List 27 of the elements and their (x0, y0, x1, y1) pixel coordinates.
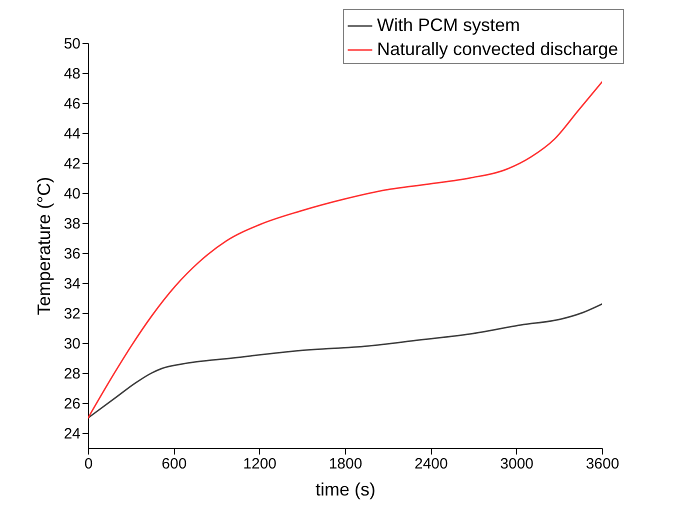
y-tick-label: 44 (64, 126, 80, 142)
y-tick-label: 38 (64, 216, 80, 232)
y-tick-label: 26 (64, 396, 80, 412)
x-tick-label: 0 (84, 456, 93, 472)
y-tick-label: 50 (64, 36, 80, 52)
y-tick-label: 48 (64, 66, 80, 82)
y-tick-label: 32 (64, 306, 80, 322)
x-tick-label: 600 (162, 456, 187, 472)
x-tick-label: 1200 (243, 456, 277, 472)
y-tick-label: 36 (64, 246, 80, 262)
y-tick-label: 42 (64, 156, 80, 172)
line-series (88, 81, 602, 419)
legend-label: Naturally convected discharge (377, 39, 618, 59)
x-tick-label: 3000 (500, 456, 534, 472)
y-tick-label: 46 (64, 96, 80, 112)
y-tick-label: 34 (64, 276, 80, 292)
x-tick-label: 3600 (586, 456, 620, 472)
y-axis-title: Temperature (°C) (34, 176, 54, 316)
x-tick-label: 1800 (328, 456, 362, 472)
x-tick-label: 2400 (414, 456, 448, 472)
x-axis-title: time (s) (316, 480, 376, 500)
y-tick-label: 24 (64, 426, 80, 442)
y-tick-label: 40 (64, 186, 80, 202)
legend-label: With PCM system (377, 15, 520, 35)
y-tick-label: 30 (64, 336, 80, 352)
line-series (88, 303, 602, 419)
y-tick-label: 28 (64, 366, 80, 382)
